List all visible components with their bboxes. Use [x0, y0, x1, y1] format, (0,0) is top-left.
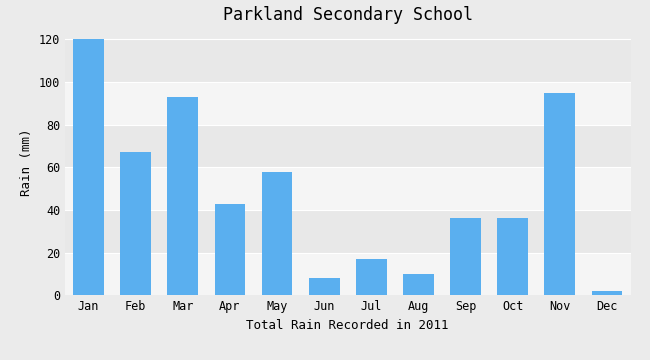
Bar	[168, 97, 198, 295]
Title: Parkland Secondary School: Parkland Secondary School	[223, 6, 473, 24]
Bar	[65, 167, 630, 210]
Bar	[309, 278, 339, 295]
Bar	[65, 82, 630, 125]
Bar	[120, 152, 151, 295]
X-axis label: Total Rain Recorded in 2011: Total Rain Recorded in 2011	[246, 319, 449, 332]
Bar	[262, 172, 292, 295]
Bar	[65, 253, 630, 295]
Bar	[592, 291, 622, 295]
Bar	[65, 210, 630, 253]
Bar	[65, 125, 630, 167]
Bar	[497, 219, 528, 295]
Bar	[65, 40, 630, 82]
Bar	[450, 219, 481, 295]
Bar	[356, 259, 387, 295]
Y-axis label: Rain (mm): Rain (mm)	[20, 128, 33, 196]
Bar	[214, 203, 245, 295]
Bar	[545, 93, 575, 295]
Bar	[403, 274, 434, 295]
Bar	[73, 40, 104, 295]
